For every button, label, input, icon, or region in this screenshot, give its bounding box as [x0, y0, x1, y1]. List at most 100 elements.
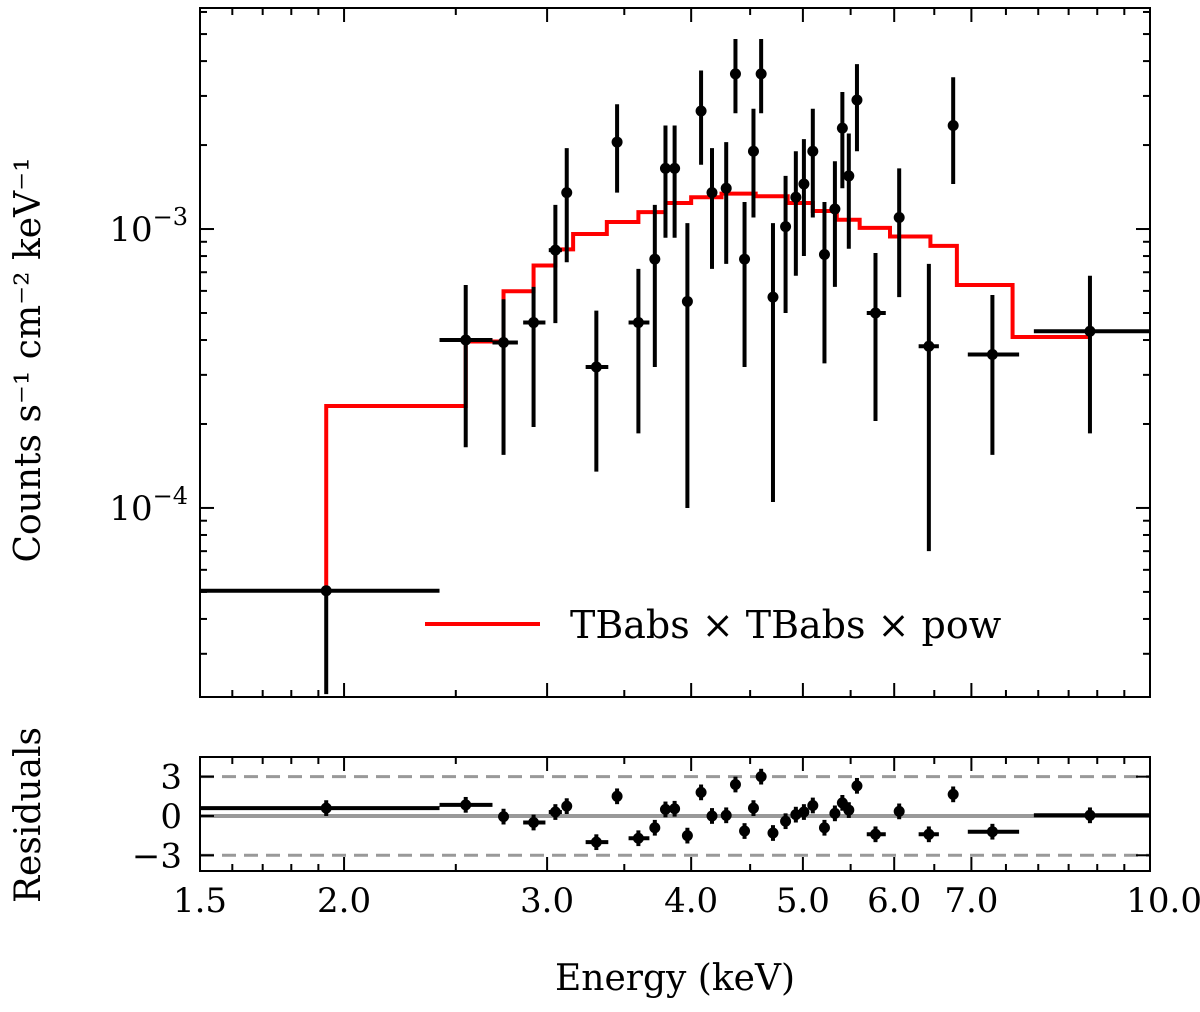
data-point [706, 148, 718, 269]
y-tick-exponent: −4 [153, 482, 188, 510]
residual-point [706, 808, 718, 824]
data-point [681, 223, 693, 508]
residual-marker [528, 817, 540, 829]
residual-point [720, 807, 732, 824]
data-marker [460, 334, 472, 346]
data-point [780, 175, 792, 313]
data-marker [755, 68, 767, 80]
y-tick-label: 10−4 [109, 482, 188, 529]
data-marker [843, 170, 855, 182]
data-point [836, 91, 848, 189]
x-tick-label: 7.0 [944, 881, 998, 921]
residual-marker [729, 779, 741, 791]
data-point [720, 142, 732, 264]
residual-marker [632, 832, 644, 844]
residual-point [611, 788, 623, 805]
residual-marker [659, 803, 671, 815]
residual-marker [706, 810, 718, 822]
data-marker [611, 136, 623, 148]
data-marker [649, 253, 661, 265]
data-marker [790, 191, 802, 203]
residual-point [1033, 807, 1150, 824]
data-point [1033, 275, 1150, 434]
residual-point [649, 819, 661, 836]
residual-marker [695, 786, 707, 798]
data-point [611, 104, 623, 193]
residual-point [767, 825, 779, 841]
x-tick-labels: 1.5 2.0 3.0 4.0 5.0 6.0 7.0 10.0 [173, 881, 1200, 921]
y-tick-exponent: −3 [153, 203, 188, 231]
residual-point [947, 786, 959, 803]
residual-point [836, 795, 848, 811]
x-axis-title: Energy (keV) [555, 958, 795, 999]
data-point [439, 284, 493, 448]
x-tick-label: 4.0 [664, 881, 718, 921]
data-point [695, 70, 707, 165]
residual-point [585, 834, 609, 851]
y-tick-label: 10−3 [109, 203, 188, 250]
residual-point [628, 830, 650, 847]
residual-point [807, 797, 819, 814]
residual-point [729, 776, 741, 793]
residual-point [829, 805, 841, 822]
residual-marker [739, 825, 751, 837]
residual-marker [807, 799, 819, 811]
residual-marker [829, 807, 841, 819]
residual-marker [590, 836, 602, 848]
residual-marker [681, 830, 693, 842]
spectrum-ticks [199, 8, 1151, 697]
data-marker [549, 244, 561, 256]
data-marker [659, 162, 671, 174]
data-marker [836, 122, 848, 134]
data-marker [739, 253, 751, 265]
data-marker [632, 317, 644, 329]
spectrum-y-axis-title: Counts s⁻¹ cm⁻² keV⁻¹ [8, 157, 49, 562]
residual-point [851, 777, 863, 794]
residual-marker [818, 822, 830, 834]
residual-point [659, 801, 671, 818]
residual-marker [893, 805, 905, 817]
data-marker [729, 68, 741, 80]
residual-marker [460, 799, 472, 811]
data-point [548, 204, 562, 324]
data-point [893, 168, 905, 298]
data-point [798, 139, 810, 257]
data-marker [818, 249, 830, 261]
data-marker [893, 211, 905, 223]
residual-marker [747, 802, 759, 814]
residual-marker [549, 806, 561, 818]
residual-point [561, 798, 573, 814]
residuals-y-axis-title: Residuals [8, 727, 49, 903]
residual-point [498, 808, 510, 825]
data-marker [1084, 325, 1096, 337]
residual-marker [669, 803, 681, 815]
residual-marker [561, 800, 573, 812]
data-point [851, 64, 863, 152]
data-point [918, 263, 939, 552]
residual-point [669, 800, 681, 817]
data-marker [720, 182, 732, 194]
data-marker [807, 145, 819, 157]
residual-marker [851, 780, 863, 792]
data-marker [528, 317, 540, 329]
data-point [767, 223, 779, 503]
data-marker [869, 307, 881, 319]
residual-y-tick-label: 3 [160, 758, 182, 798]
data-point [628, 268, 650, 434]
x-tick-label: 1.5 [173, 881, 227, 921]
x-tick-label: 6.0 [867, 881, 921, 921]
x-tick-label: 10.0 [1126, 881, 1200, 921]
residual-point [755, 768, 767, 785]
residual-point [523, 814, 546, 831]
data-point [807, 108, 819, 218]
residual-point [843, 802, 855, 818]
data-marker [767, 291, 779, 303]
data-marker [706, 187, 718, 199]
residual-marker [611, 790, 623, 802]
residual-marker [780, 815, 792, 827]
spectrum-y-tick-labels: 10−3 10−4 [109, 203, 188, 529]
residual-marker [836, 797, 848, 809]
residual-point [893, 803, 905, 820]
data-marker [798, 178, 810, 190]
